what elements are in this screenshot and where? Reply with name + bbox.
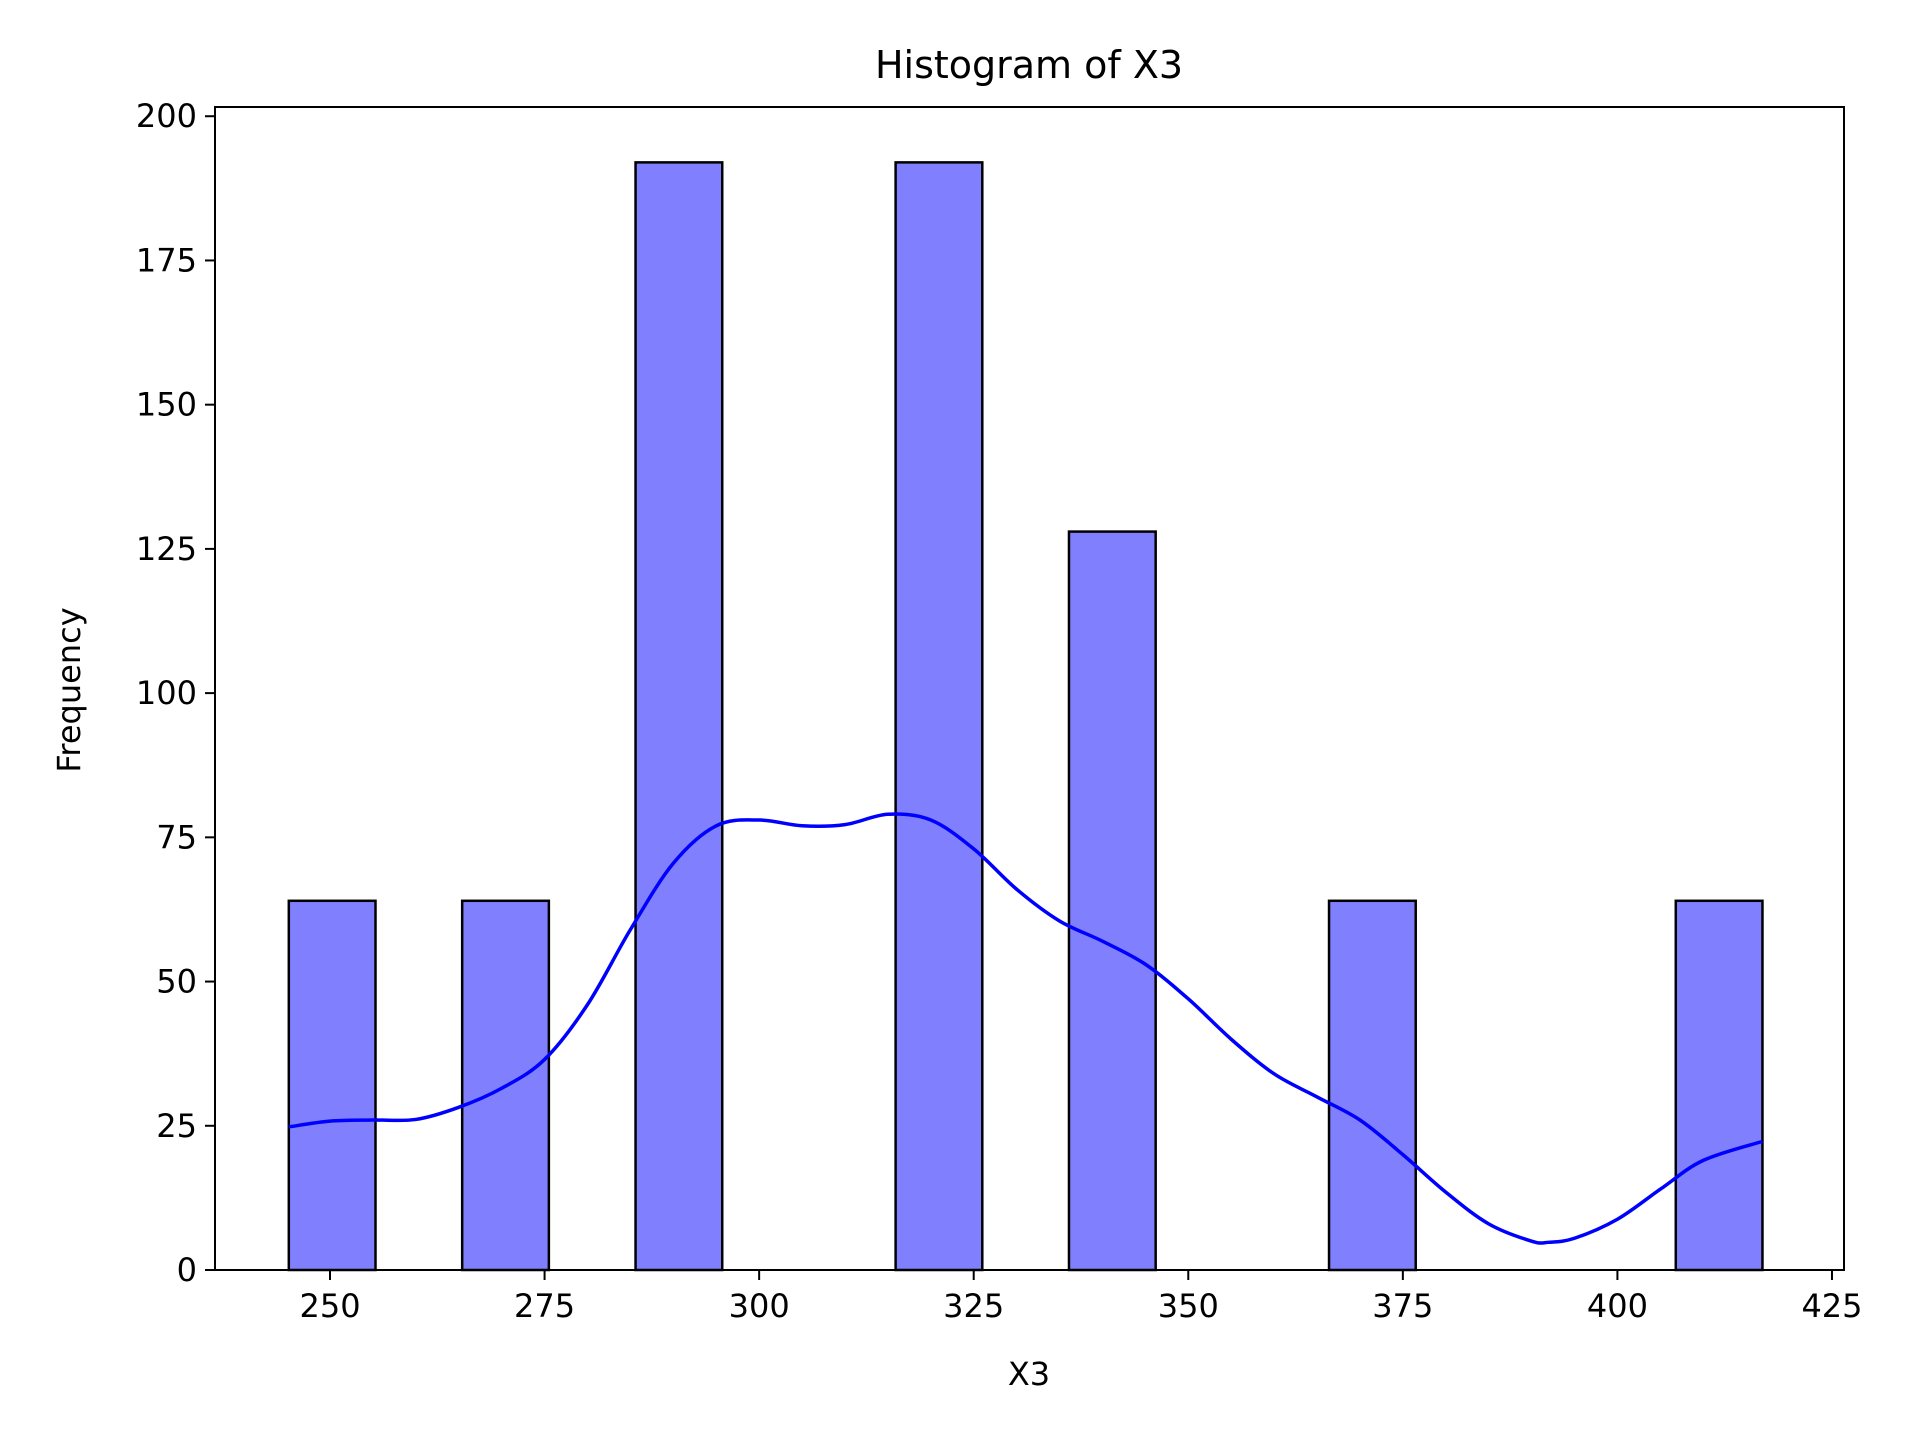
x-tick-label: 325 [943, 1287, 1004, 1325]
y-axis-ticks: 0 25 50 75 100 125 150 175 200 [136, 97, 215, 1289]
kde-group [288, 812, 1763, 1245]
plot-frame [214, 106, 1845, 1271]
histogram-bar-7 [1674, 899, 1764, 1272]
histogram-bar-4 [894, 161, 984, 1272]
y-tick-label: 200 [136, 97, 197, 135]
x-axis-title: X3 [1008, 1355, 1050, 1393]
x-tick-label: 400 [1587, 1287, 1648, 1325]
histogram-bar-5 [1067, 530, 1157, 1272]
y-axis-title: Frequency [50, 607, 88, 772]
y-tick-label: 100 [136, 674, 197, 712]
x-tick-label: 350 [1158, 1287, 1219, 1325]
x-tick-label: 275 [514, 1287, 575, 1325]
histogram-bar-1 [287, 899, 377, 1272]
y-tick-label: 175 [136, 241, 197, 279]
histogram-bar-3 [634, 161, 724, 1272]
y-tick-label: 50 [156, 963, 197, 1001]
bars-group [287, 161, 1764, 1272]
chart-title: Histogram of X3 [875, 43, 1183, 87]
x-tick-label: 250 [299, 1287, 360, 1325]
y-tick-label: 150 [136, 386, 197, 424]
x-axis-ticks: 250 275 300 325 350 375 400 425 [299, 1270, 1863, 1325]
x-tick-label: 300 [729, 1287, 790, 1325]
y-tick-label: 25 [156, 1107, 197, 1145]
y-tick-label: 125 [136, 530, 197, 568]
histogram-bar-6 [1327, 899, 1417, 1272]
y-tick-label: 75 [156, 818, 197, 856]
x-tick-label: 375 [1372, 1287, 1433, 1325]
y-tick-label: 0 [177, 1251, 197, 1289]
kde-curve [288, 812, 1763, 1245]
x-tick-label: 425 [1801, 1287, 1862, 1325]
